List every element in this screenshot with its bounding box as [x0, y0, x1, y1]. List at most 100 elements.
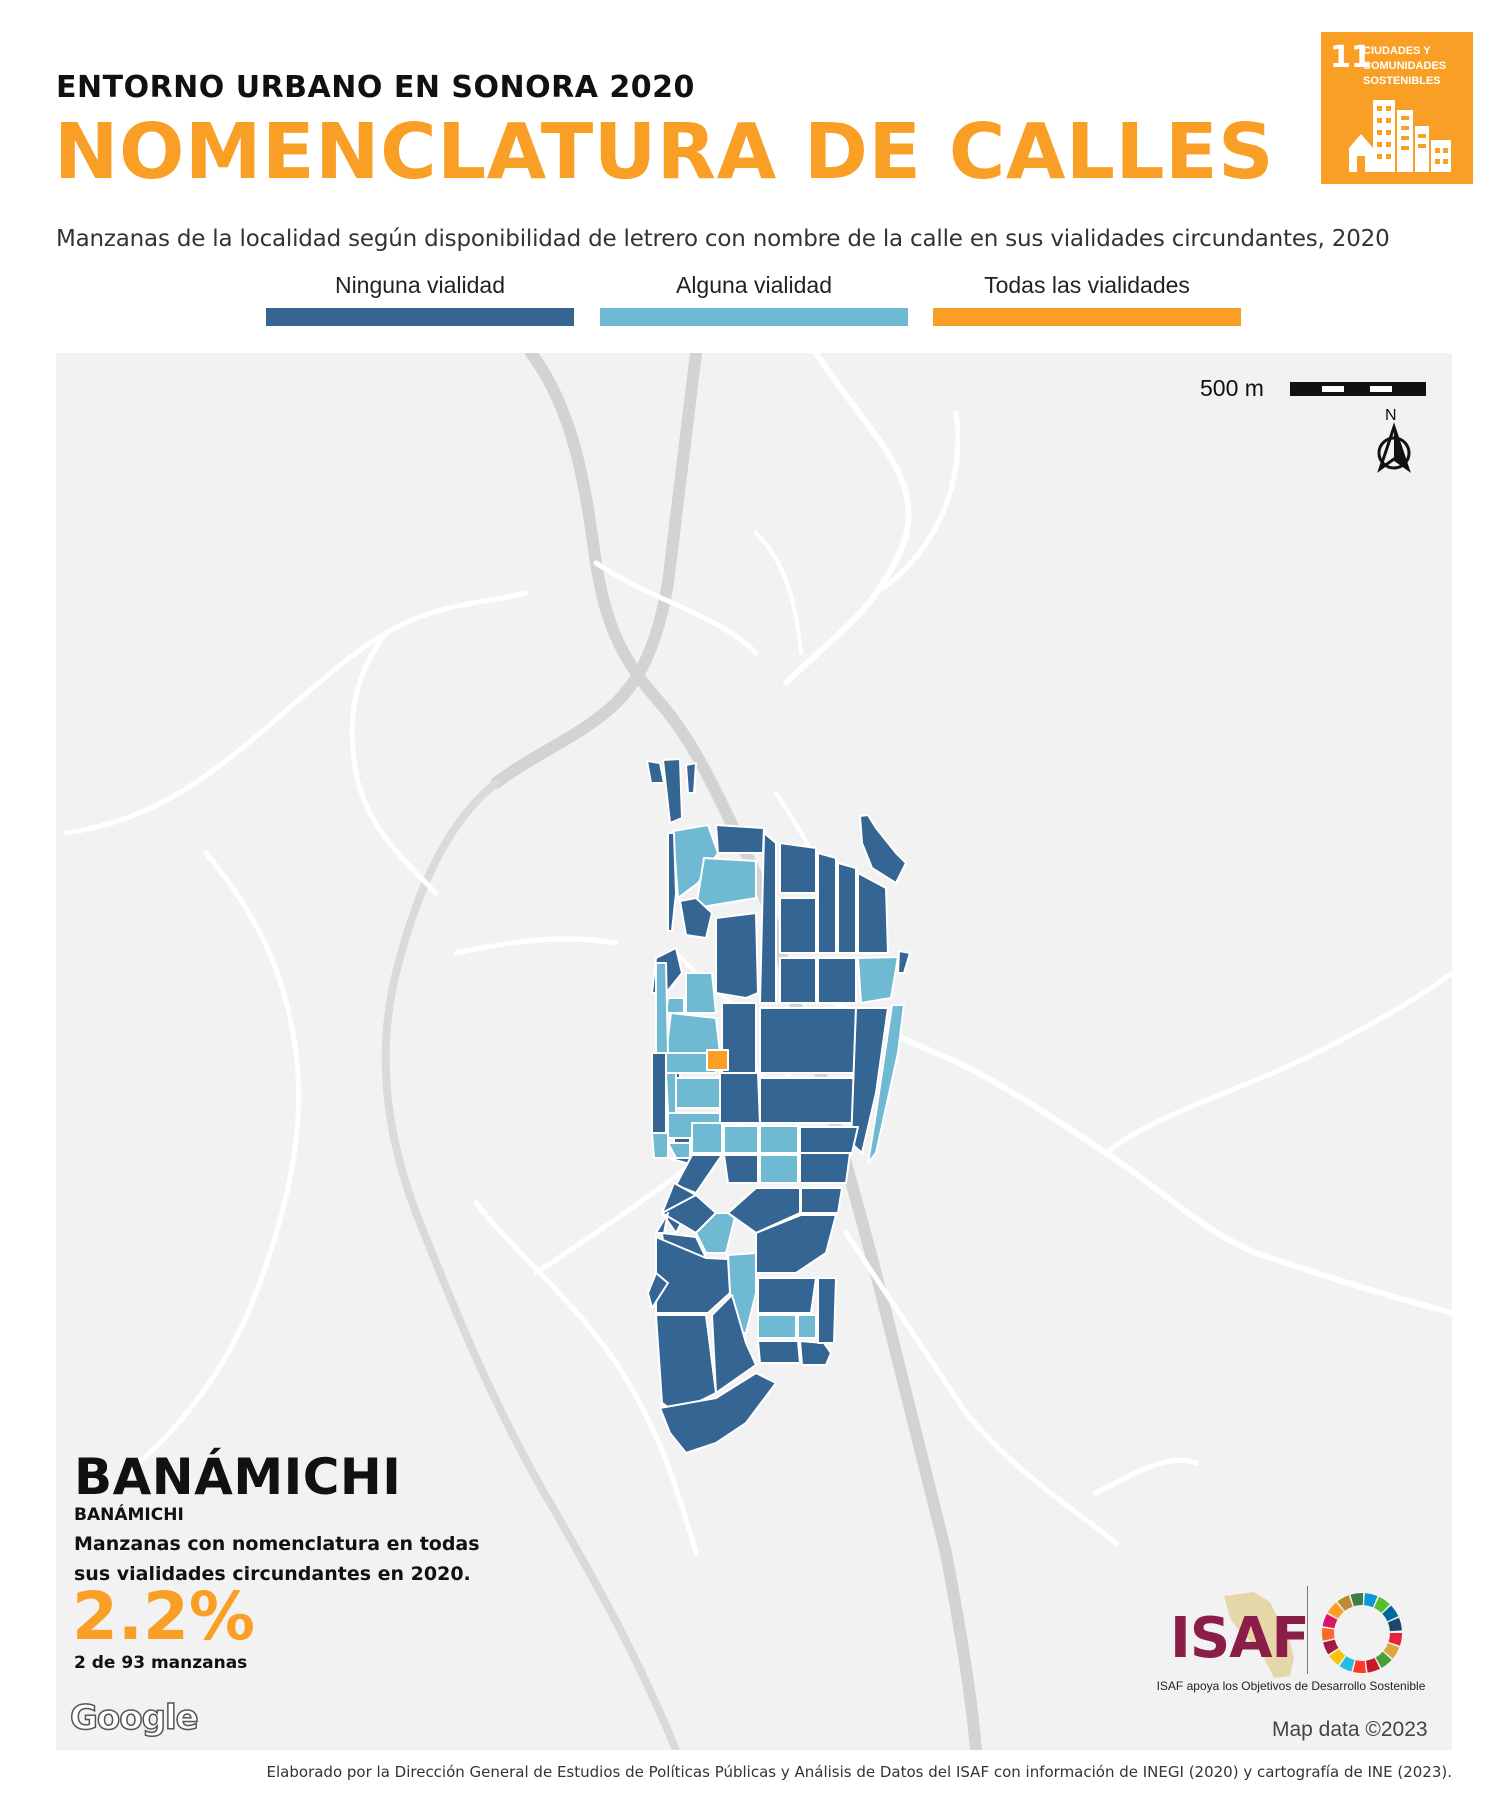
sdg-11-badge: 11 CIUDADES Y COMUNIDADES SOSTENIBLES — [1321, 32, 1473, 184]
block-ninguna — [800, 1187, 843, 1214]
street — [349, 630, 439, 896]
block-ninguna — [655, 1236, 731, 1314]
legend-swatch — [600, 308, 908, 326]
highway-road-branch — [490, 353, 702, 789]
block-ninguna — [651, 1052, 667, 1134]
street — [473, 1200, 699, 1556]
block-ninguna — [757, 1277, 817, 1314]
town-blocks — [646, 758, 911, 1454]
block-ninguna — [857, 872, 889, 954]
block-ninguna — [817, 852, 837, 954]
summary-description: Manzanas con nomenclatura en todas sus v… — [74, 1533, 480, 1585]
block-ninguna — [850, 1007, 889, 1154]
block-ninguna — [673, 1137, 691, 1144]
block-alguna — [651, 1132, 669, 1159]
street — [1103, 970, 1452, 1156]
logo-divider — [1307, 1586, 1308, 1674]
north-label: N — [1385, 407, 1397, 424]
block-alguna — [757, 1314, 797, 1339]
block-ninguna — [759, 1077, 857, 1124]
map-attribution[interactable]: Map data ©2023 — [1272, 1718, 1428, 1741]
block-ninguna — [655, 1314, 717, 1414]
block-ninguna — [779, 842, 817, 894]
street — [593, 560, 759, 656]
block-alguna — [759, 1125, 799, 1154]
legend-swatch — [266, 308, 574, 326]
sdg-number: 11 — [1330, 40, 1372, 75]
block-alguna — [665, 1012, 721, 1054]
street — [63, 590, 529, 836]
block-ninguna — [667, 832, 677, 932]
sdg-label: CIUDADES Y COMUNIDADES SOSTENIBLES — [1363, 45, 1447, 87]
header-kicker: ENTORNO URBANO EN SONORA 2020 — [56, 70, 695, 105]
block-ninguna — [799, 1340, 832, 1366]
legend-label: Ninguna vialidad — [334, 272, 506, 298]
page-subtitle: Manzanas de la localidad según disponibi… — [56, 226, 1390, 252]
google-logo: Google — [69, 1697, 199, 1739]
block-alguna — [695, 1212, 737, 1254]
block-ninguna — [837, 862, 857, 954]
block-ninguna — [719, 1072, 761, 1124]
block-alguna — [867, 1004, 905, 1164]
block-ninguna — [685, 762, 697, 794]
block-alguna — [759, 1154, 799, 1184]
sonora-map-icon — [1224, 1592, 1294, 1678]
block-ninguna — [715, 824, 765, 854]
legend-item-ninguna: Ninguna vialidad — [266, 268, 574, 328]
block-ninguna — [659, 1372, 777, 1454]
block-ninguna — [757, 1340, 801, 1364]
block-ninguna — [779, 897, 817, 954]
block-ninguna — [679, 897, 713, 939]
block-alguna — [667, 1142, 691, 1159]
street — [783, 353, 912, 686]
isaf-tagline: ISAF apoya los Objetivos de Desarrollo S… — [1156, 1679, 1426, 1693]
block-ninguna — [647, 1272, 669, 1309]
block-ninguna — [779, 957, 817, 1004]
block-ninguna — [655, 1212, 669, 1234]
summary-percent: 2.2% — [72, 1578, 256, 1655]
legend-swatch — [933, 308, 1241, 326]
block-ninguna — [817, 1277, 837, 1344]
block-alguna — [857, 956, 899, 1004]
block-ninguna — [897, 950, 911, 974]
street — [123, 850, 302, 1476]
street — [453, 936, 619, 956]
page-title: NOMENCLATURA DE CALLES — [54, 108, 1275, 197]
isaf-branding: ISAF ISAF apoy — [1154, 1586, 1428, 1696]
block-alguna — [665, 1072, 677, 1114]
block-todas — [706, 1049, 729, 1071]
block-ninguna — [723, 1154, 759, 1184]
scale-bar — [1290, 382, 1426, 396]
sdg-wheel-icon — [1322, 1593, 1402, 1673]
isaf-logo: ISAF — [1170, 1606, 1310, 1671]
block-alguna — [685, 972, 717, 1014]
block-ninguna — [675, 1154, 723, 1194]
legend-item-alguna: Alguna vialidad — [600, 268, 908, 328]
street — [1093, 1457, 1199, 1496]
city-buildings-icon — [1349, 100, 1451, 172]
block-alguna — [691, 1122, 723, 1154]
block-alguna — [797, 1314, 817, 1339]
municipality-name: BANÁMICHI — [74, 1505, 184, 1525]
block-alguna — [665, 997, 685, 1014]
street — [754, 531, 803, 655]
street — [873, 410, 961, 596]
locality-name: BANÁMICHI — [74, 1448, 402, 1506]
summary-count: 2 de 93 manzanas — [74, 1653, 248, 1673]
block-ninguna — [646, 760, 665, 784]
block-ninguna — [859, 814, 907, 884]
locality-map[interactable]: 500 m N BANÁMICHI BANÁMICHI Manzanas con… — [56, 353, 1452, 1750]
river-road — [381, 779, 680, 1750]
block-ninguna — [799, 1152, 851, 1184]
block-ninguna — [759, 1007, 857, 1074]
block-alguna — [695, 857, 757, 909]
legend-label: Todas las vialidades — [984, 272, 1190, 298]
block-ninguna — [759, 832, 777, 1004]
legend-label: Alguna vialidad — [675, 272, 832, 298]
map-base-layer — [63, 353, 1452, 1750]
block-ninguna — [662, 758, 683, 824]
legend-item-todas: Todas las vialidades — [933, 268, 1241, 328]
block-alguna — [723, 1125, 759, 1154]
scale-label: 500 m — [1200, 375, 1264, 401]
block-ninguna — [799, 1126, 859, 1154]
